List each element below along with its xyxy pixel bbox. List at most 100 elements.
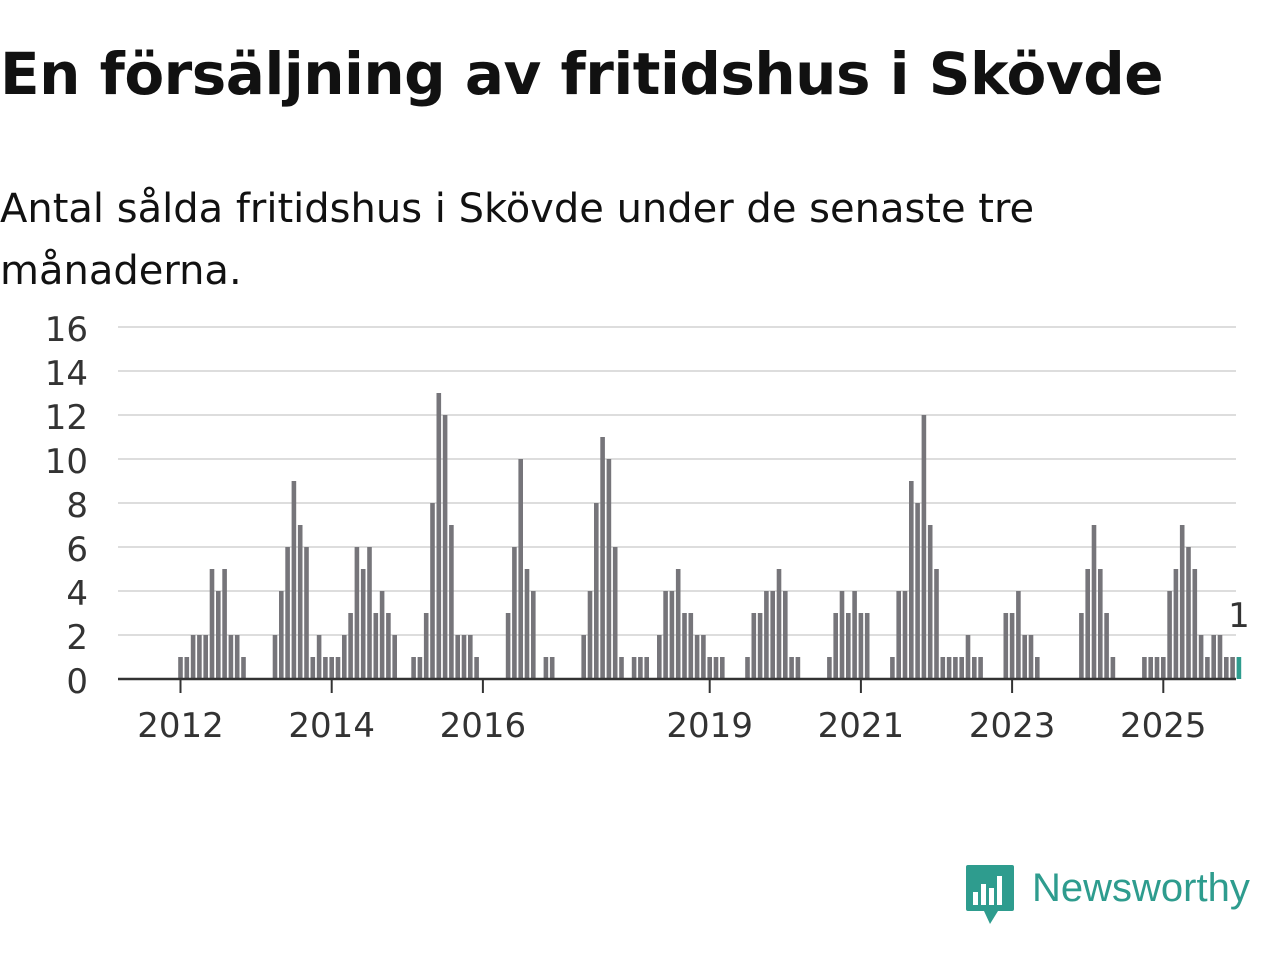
bar (342, 635, 347, 679)
bar (228, 635, 234, 679)
bar (783, 591, 788, 679)
bar (612, 547, 618, 679)
bar (890, 657, 895, 679)
bar (581, 635, 586, 679)
bar (310, 657, 316, 679)
bar (474, 657, 479, 679)
bar (675, 569, 681, 679)
bar (909, 481, 914, 679)
bar (190, 635, 196, 679)
bar (600, 437, 605, 679)
chart-title: En försäljning av fritidshus i Skövde (0, 40, 1164, 108)
bar (663, 591, 668, 679)
bar (417, 657, 423, 679)
bar (1009, 613, 1015, 679)
bar (707, 657, 712, 679)
bar (858, 613, 864, 679)
bar (531, 591, 536, 679)
x-tick-label: 2012 (137, 706, 224, 746)
bar (1003, 613, 1009, 679)
bar (921, 415, 927, 679)
bar (644, 657, 649, 679)
bar (430, 503, 435, 679)
bar (1035, 657, 1040, 679)
bar (367, 547, 372, 679)
bar (701, 635, 706, 679)
bar (543, 657, 549, 679)
bar (461, 635, 467, 679)
y-tick-label: 10 (45, 442, 88, 482)
bar (1173, 569, 1179, 679)
bar (1205, 657, 1210, 679)
bar (304, 547, 309, 679)
bar (827, 657, 832, 679)
bar (449, 525, 454, 679)
bar (316, 635, 322, 679)
bar (682, 613, 687, 679)
bar (297, 525, 303, 679)
bar (1148, 657, 1153, 679)
bar (751, 613, 757, 679)
bar (770, 591, 775, 679)
chart-subtitle: Antal sålda fritidshus i Skövde under de… (0, 186, 1035, 294)
bar (329, 657, 334, 679)
bar (1224, 657, 1229, 679)
bar (657, 635, 662, 679)
bar (549, 657, 555, 679)
bar (940, 657, 946, 679)
bar (1079, 613, 1084, 679)
bar (335, 657, 341, 679)
bar (846, 613, 851, 679)
bar (764, 591, 769, 679)
bar (1217, 635, 1223, 679)
bar (423, 613, 429, 679)
x-tick-label: 2019 (666, 706, 753, 746)
bar (411, 657, 416, 679)
bar (972, 657, 977, 679)
y-tick-label: 2 (66, 618, 88, 658)
bar (203, 635, 208, 679)
bar (864, 613, 870, 679)
bar (373, 613, 379, 679)
bar (934, 569, 939, 679)
bar (606, 459, 612, 679)
y-tick-label: 8 (66, 486, 88, 526)
bar (1161, 657, 1166, 679)
newsworthy-icon (966, 865, 1014, 924)
x-tick-label: 2023 (969, 706, 1056, 746)
bar (688, 613, 694, 679)
bar (197, 635, 202, 679)
bar (638, 657, 643, 679)
bar (1192, 569, 1198, 679)
bar (1104, 613, 1109, 679)
bar (1211, 635, 1216, 679)
bar (852, 591, 857, 679)
bar (524, 569, 530, 679)
bar (757, 613, 763, 679)
bar (789, 657, 794, 679)
bar (631, 657, 637, 679)
bar (354, 547, 360, 679)
bar (965, 635, 971, 679)
bar (209, 569, 215, 679)
bar (1085, 569, 1090, 679)
y-tick-label: 0 (66, 662, 88, 702)
bar (348, 613, 353, 679)
bar (1154, 657, 1160, 679)
bar (234, 635, 240, 679)
y-tick-label: 4 (66, 574, 88, 614)
brand-name: Newsworthy (1032, 866, 1250, 910)
bar (694, 635, 700, 679)
bar (720, 657, 725, 679)
bar (669, 591, 675, 679)
bar (505, 613, 511, 679)
bar (745, 657, 750, 679)
bar (272, 635, 278, 679)
bar-highlight (1236, 657, 1242, 679)
bar (323, 657, 328, 679)
bar (946, 657, 952, 679)
bar (1098, 569, 1103, 679)
bar (285, 547, 290, 679)
bar (902, 591, 908, 679)
